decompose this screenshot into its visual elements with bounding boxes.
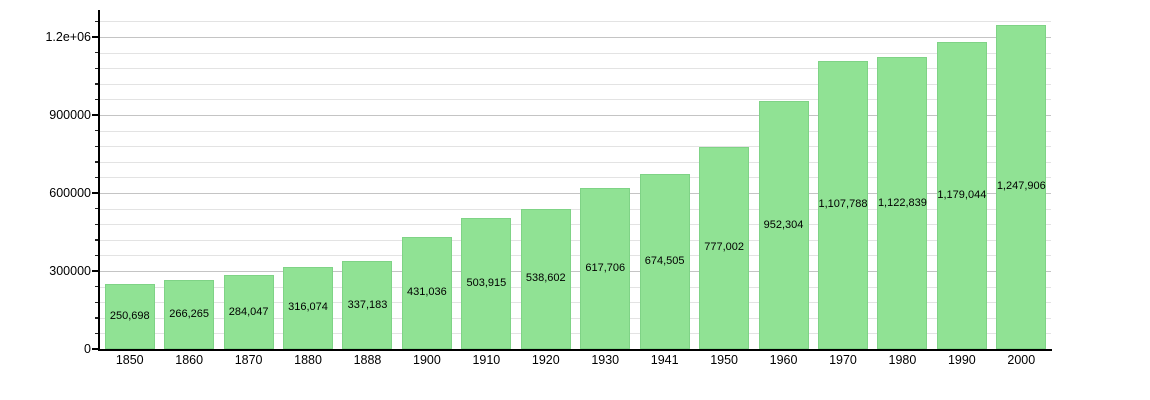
y-tick-minor (95, 67, 100, 70)
bar-1970 (817, 60, 868, 349)
y-tick-minor (95, 301, 100, 304)
x-axis-line (98, 349, 1052, 351)
bar-1910 (461, 217, 512, 349)
bar-1960 (758, 101, 809, 349)
y-tick-minor (95, 239, 100, 241)
bar-value-label: 266,265 (169, 307, 210, 320)
y-tick-minor (95, 317, 100, 319)
gridline-minor (100, 208, 1051, 210)
y-tick-minor (95, 254, 100, 257)
bar-value-label: 503,915 (466, 276, 507, 289)
bar-2000 (996, 24, 1047, 349)
bar-1990 (936, 42, 987, 349)
x-tick-label: 1880 (294, 353, 322, 367)
gridline-major (100, 115, 1051, 116)
bar-1941 (639, 173, 690, 349)
x-tick-label: 1870 (234, 353, 263, 367)
gridline-minor (100, 83, 1051, 85)
x-tick-label: 1910 (472, 353, 501, 367)
gridline-minor (100, 317, 1051, 319)
bar-1920 (520, 208, 571, 349)
x-tick-label: 1941 (650, 353, 679, 367)
bar-1930 (580, 188, 631, 349)
bar-value-label: 316,074 (288, 301, 328, 314)
gridline-minor (100, 333, 1051, 335)
x-tick-label: 1980 (888, 353, 917, 367)
y-tick-minor (95, 332, 100, 335)
gridline-minor (100, 68, 1051, 70)
bar-1980 (877, 57, 928, 349)
y-tick-minor (95, 176, 100, 179)
gridline-minor (100, 255, 1051, 257)
y-tick-minor (95, 130, 100, 132)
x-tick-label: 1930 (591, 353, 620, 367)
gridline-minor (100, 21, 1051, 23)
bar-1880 (283, 266, 334, 349)
gridline-minor (100, 99, 1051, 101)
gridline-minor (100, 130, 1051, 132)
bar-value-label: 337,183 (347, 298, 388, 311)
x-tick-label: 1900 (413, 353, 441, 367)
bar-value-label: 538,602 (525, 272, 566, 285)
y-tick-minor (95, 223, 100, 226)
gridline-major (100, 193, 1051, 194)
gridline-minor (100, 286, 1051, 288)
y-tick-major (92, 270, 100, 272)
bar-value-label: 250,698 (109, 309, 150, 322)
y-tick-minor (95, 286, 100, 288)
y-tick-minor (95, 52, 100, 54)
bar-value-label: 777,002 (704, 241, 744, 254)
y-tick-label: 600000 (49, 186, 91, 200)
bar-1888 (342, 261, 393, 349)
y-tick-label: 0 (84, 342, 91, 356)
gridline-minor (100, 52, 1051, 54)
y-tick-minor (95, 145, 100, 148)
bar-value-label: 1,247,906 (996, 180, 1046, 193)
bar-value-label: 431,036 (407, 286, 447, 299)
bar-value-label: 1,179,044 (937, 189, 987, 202)
bar-value-label: 1,107,788 (818, 198, 868, 211)
bar-value-label: 617,706 (585, 262, 626, 275)
y-tick-minor (95, 161, 100, 163)
gridline-minor (100, 302, 1051, 304)
y-tick-label: 900000 (49, 108, 91, 122)
x-tick-label: 1970 (829, 353, 857, 367)
bar-1900 (401, 236, 452, 349)
y-tick-minor (95, 208, 100, 210)
y-tick-label: 300000 (49, 264, 91, 278)
bar-value-label: 674,505 (644, 254, 685, 267)
x-tick-label: 1920 (531, 353, 560, 367)
bar-1950 (699, 146, 750, 349)
y-tick-major (92, 114, 100, 116)
bar-1860 (164, 279, 215, 349)
bar-value-label: 952,304 (763, 218, 804, 231)
x-tick-label: 2000 (1007, 353, 1036, 367)
gridline-minor (100, 239, 1051, 241)
gridline-minor (100, 161, 1051, 163)
y-tick-minor (95, 20, 100, 23)
gridline-minor (100, 146, 1051, 148)
bar-value-label: 1,122,839 (877, 196, 927, 209)
bar-value-label: 284,047 (228, 305, 269, 318)
y-tick-major (92, 348, 100, 350)
bar-1870 (223, 275, 274, 349)
y-tick-minor (95, 83, 100, 85)
gridline-major (100, 37, 1051, 38)
x-tick-label: 1990 (947, 353, 976, 367)
y-tick-major (92, 192, 100, 194)
y-tick-major (92, 36, 100, 38)
x-tick-label: 1888 (353, 353, 382, 367)
x-tick-label: 1960 (769, 353, 798, 367)
x-tick-label: 1860 (175, 353, 204, 367)
y-tick-minor (95, 98, 100, 101)
gridline-major (100, 271, 1051, 272)
gridline-minor (100, 177, 1051, 179)
gridline-minor (100, 224, 1051, 226)
y-axis-line (98, 10, 100, 351)
y-tick-label: 1.2e+06 (45, 30, 91, 44)
bar-1850 (104, 283, 155, 349)
x-tick-label: 1850 (115, 353, 144, 367)
x-tick-label: 1950 (710, 353, 738, 367)
